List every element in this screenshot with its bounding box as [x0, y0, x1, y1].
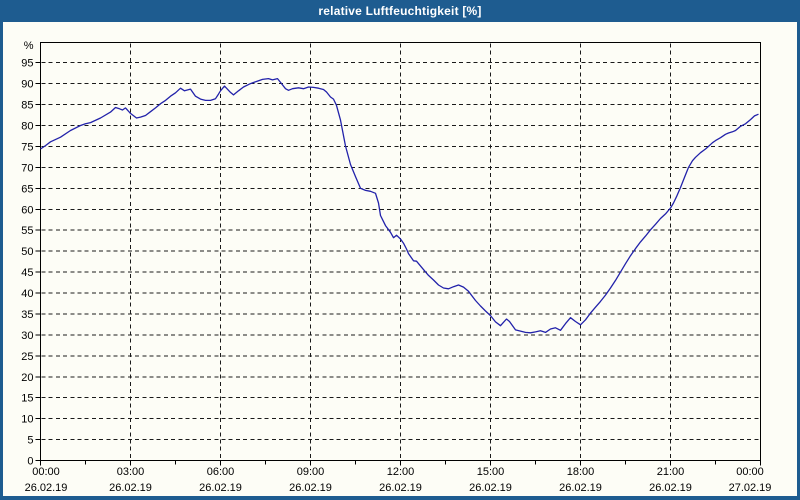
y-tick-label: 60	[21, 204, 33, 216]
series-line	[40, 77, 759, 334]
y-tick-label: 80	[21, 121, 33, 133]
window-titlebar[interactable]: relative Luftfeuchtigkeit [%]	[0, 0, 800, 22]
y-tick-label: 85	[21, 100, 33, 112]
y-tick-label: 55	[21, 225, 33, 237]
x-tick-time-label: 09:00	[297, 466, 325, 478]
y-tick-label: 35	[21, 309, 33, 321]
y-tick-label: 75	[21, 141, 33, 153]
y-tick-label: 15	[21, 393, 33, 405]
window-title: relative Luftfeuchtigkeit [%]	[318, 4, 482, 18]
x-tick-time-label: 03:00	[117, 466, 145, 478]
x-tick-time-label: 00:00	[736, 466, 764, 478]
x-tick-date-label: 26.02.19	[469, 482, 512, 494]
y-tick-label: 40	[21, 288, 33, 300]
x-tick-time-label: 12:00	[387, 466, 415, 478]
x-tick-date-label: 26.02.19	[379, 482, 422, 494]
x-tick-date-label: 26.02.19	[559, 482, 602, 494]
y-tick-label: 95	[21, 58, 33, 70]
x-tick-time-label: 15:00	[477, 466, 505, 478]
x-tick-time-label: 00:00	[32, 466, 60, 478]
y-tick-label: 25	[21, 351, 33, 363]
y-tick-label: 50	[21, 246, 33, 258]
x-tick-date-label: 26.02.19	[25, 482, 68, 494]
x-tick-date-label: 26.02.19	[289, 482, 332, 494]
y-axis-unit-label: %	[24, 40, 34, 52]
y-tick-label: 70	[21, 162, 33, 174]
x-tick-date-label: 26.02.19	[199, 482, 242, 494]
y-tick-label: 0	[27, 456, 33, 468]
x-tick-time-label: 06:00	[207, 466, 235, 478]
y-tick-label: 45	[21, 267, 33, 279]
y-tick-label: 10	[21, 414, 33, 426]
y-tick-label: 5	[27, 435, 33, 447]
y-tick-label: 20	[21, 372, 33, 384]
x-tick-date-label: 26.02.19	[649, 482, 692, 494]
x-tick-time-label: 18:00	[567, 466, 595, 478]
x-tick-date-label: 26.02.19	[109, 482, 152, 494]
y-tick-label: 90	[21, 79, 33, 91]
x-tick-date-label: 27.02.19	[729, 482, 772, 494]
y-tick-label: 30	[21, 330, 33, 342]
x-tick-time-label: 21:00	[657, 466, 685, 478]
y-tick-label: 65	[21, 183, 33, 195]
